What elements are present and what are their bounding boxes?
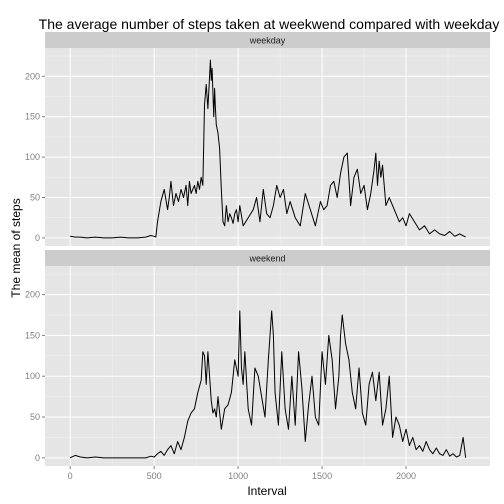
- panel-weekend: weekend 0 50 100 150 200: [25, 250, 490, 469]
- y-tick-label: 100: [25, 152, 40, 162]
- y-tick-label: 0: [35, 453, 40, 463]
- strip-weekday: [45, 32, 490, 48]
- y-tick-label: 0: [35, 233, 40, 243]
- panel-weekday: weekday 0 50 100 150 200: [25, 32, 490, 246]
- chart-title: The average number of steps taken at wee…: [39, 16, 500, 32]
- y-tick-label: 50: [30, 193, 40, 203]
- series-line-weekend: [69, 310, 467, 459]
- y-tick-label: 150: [25, 112, 40, 122]
- y-tick-label: 50: [30, 412, 40, 422]
- panels-group: weekday 0 50 100 150 200 weekend 0 50 100 150 200: [25, 32, 490, 469]
- y-axis-title: The mean of steps: [9, 198, 23, 297]
- panel-background-weekday: [45, 48, 490, 246]
- x-tick-label: 1500: [312, 471, 332, 481]
- series-line-weekday: [70, 59, 466, 239]
- y-tick-label: 200: [25, 290, 40, 300]
- strip-label-weekday: weekday: [249, 36, 286, 46]
- x-axis-title: Interval: [247, 484, 286, 498]
- y-tick-label: 150: [25, 330, 40, 340]
- x-axis-tick-labels: 0 500 1000 1500 2000: [68, 471, 416, 481]
- x-tick-label: 1000: [228, 471, 248, 481]
- x-tick-label: 500: [147, 471, 162, 481]
- y-tick-label: 200: [25, 71, 40, 81]
- y-tick-label: 100: [25, 371, 40, 381]
- x-tick-label: 0: [68, 471, 73, 481]
- strip-label-weekend: weekend: [248, 254, 285, 264]
- x-tick-label: 2000: [396, 471, 416, 481]
- strip-weekend: [45, 250, 490, 266]
